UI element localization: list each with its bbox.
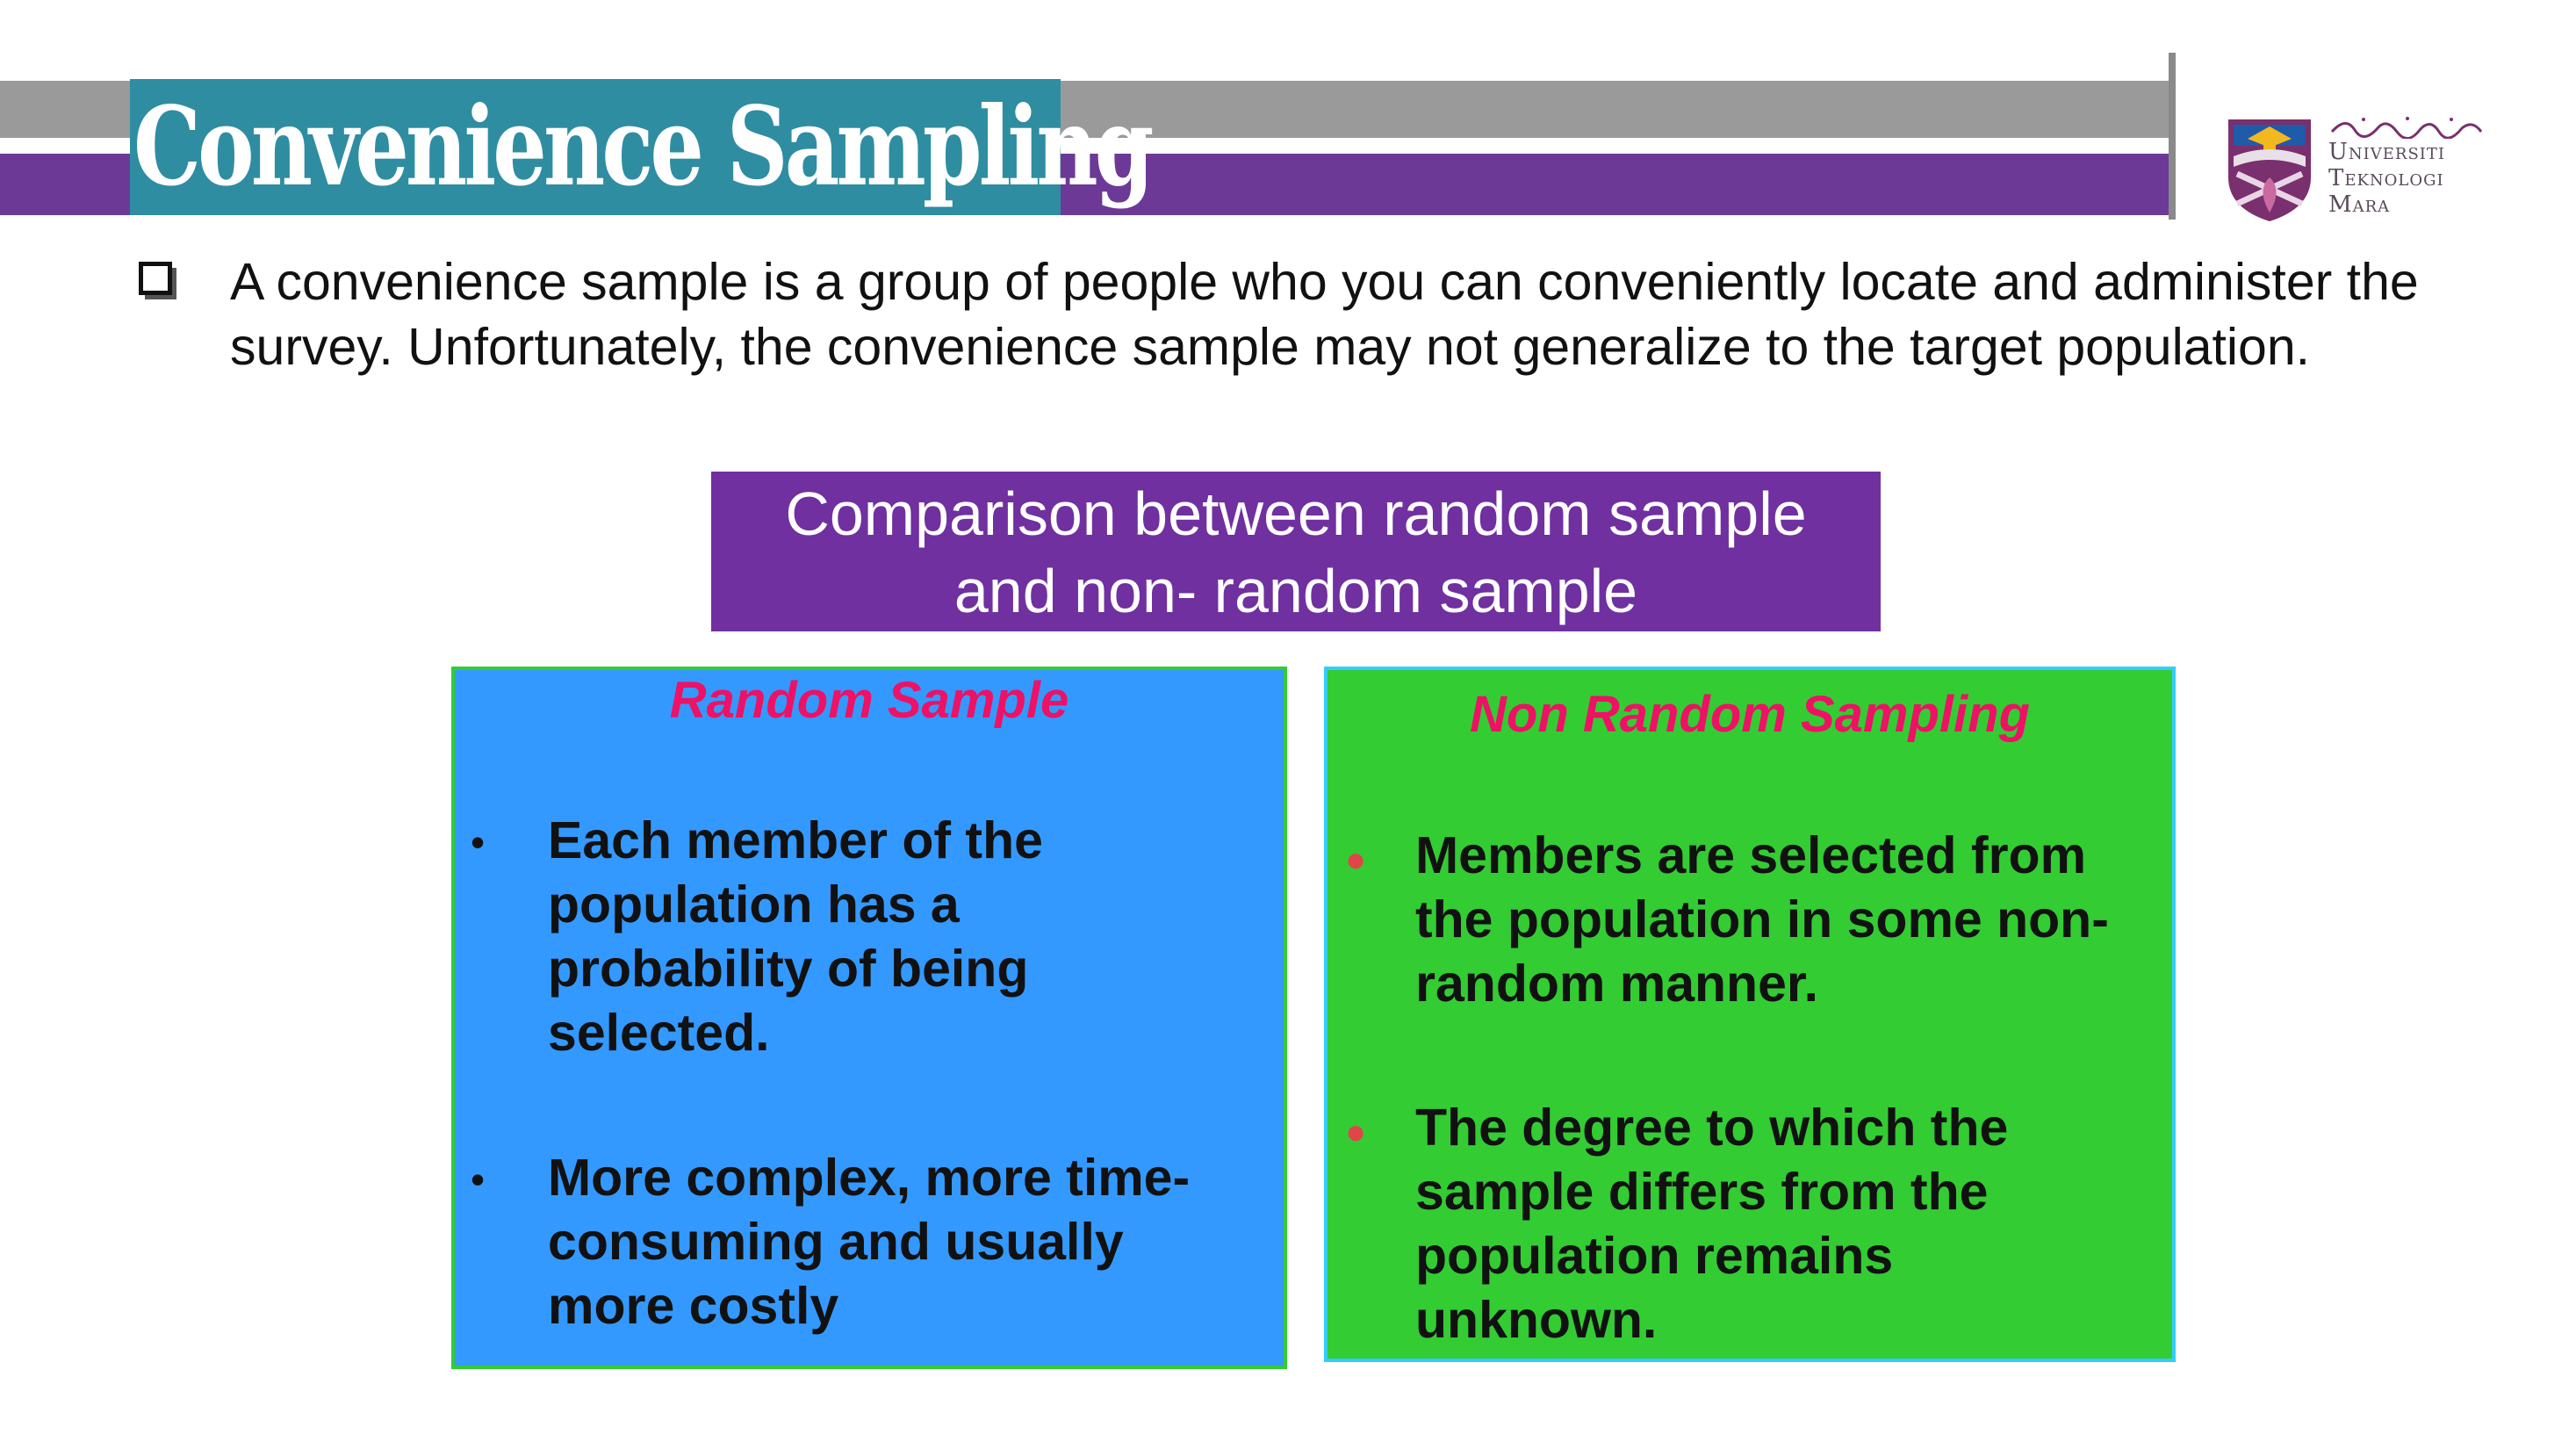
bullet-icon: • (471, 1157, 486, 1202)
logo-line-1: Universiti (2328, 139, 2446, 165)
checkbox-bullet-icon (139, 262, 172, 295)
bullet-icon: • (471, 819, 486, 865)
header-divider (2169, 53, 2176, 220)
comparison-line-1: Comparison between random sample (785, 479, 1807, 548)
jawi-script-icon (2330, 117, 2483, 139)
slide-title: Convenience Sampling (133, 83, 1154, 211)
intro-paragraph: A convenience sample is a group of peopl… (230, 253, 2419, 376)
random-sample-heading: Random Sample (669, 672, 1069, 729)
bullet-icon: ● (1345, 1113, 1367, 1151)
non-random-sampling-panel: Non Random Sampling ● Members are select… (1324, 667, 2176, 1362)
logo-wordmark: Universiti Teknologi Mara (2328, 139, 2485, 218)
non-random-item-1: Members are selected from the population… (1415, 826, 2109, 1013)
uitm-logo-icon: Universiti Teknologi Mara (2221, 112, 2485, 231)
comparison-line-2: and non- random sample (953, 557, 1638, 625)
crest-icon (2228, 119, 2311, 221)
random-item-1: Each member of the population has a prob… (548, 811, 1043, 1062)
comparison-heading: Comparison between random sample and non… (711, 472, 1881, 631)
non-random-heading: Non Random Sampling (1470, 686, 2030, 743)
bullet-icon: ● (1345, 840, 1367, 879)
title-box (130, 79, 1061, 215)
logo-line-2: Teknologi (2328, 165, 2444, 191)
non-random-item-2: The degree to which the sample differs f… (1415, 1099, 2009, 1349)
logo-line-3: Mara (2328, 191, 2391, 218)
random-item-2: More complex, more time-consuming and us… (548, 1149, 1191, 1335)
random-sample-panel: Random Sample • Each member of the popul… (451, 667, 1287, 1369)
